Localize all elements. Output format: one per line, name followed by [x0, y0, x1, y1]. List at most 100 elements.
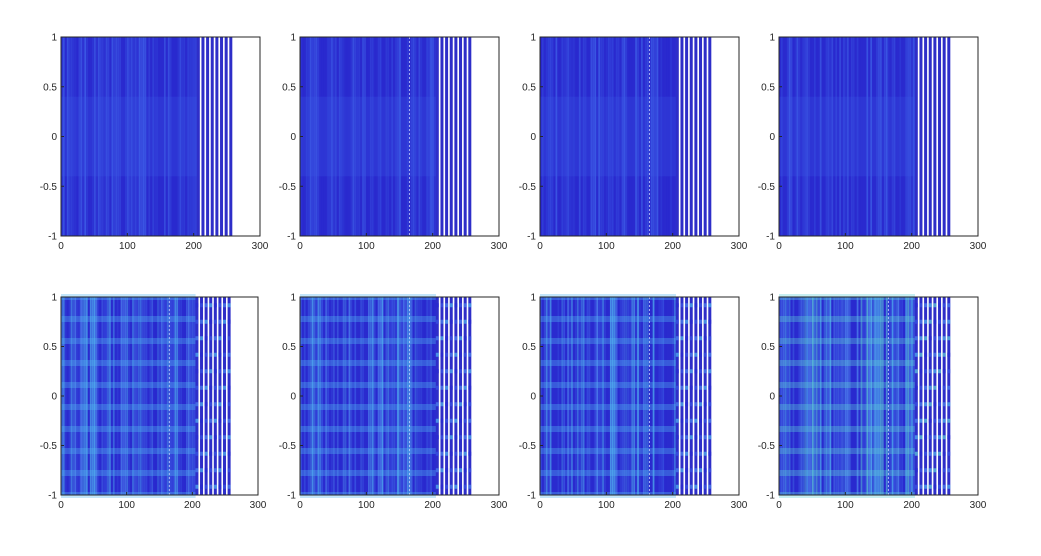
stripe-band: [204, 303, 208, 308]
heatmap-column: [619, 297, 622, 495]
stripe-band: [440, 451, 444, 456]
stripe-band: [218, 435, 222, 440]
heatmap-column: [578, 297, 581, 495]
heatmap-column: [99, 297, 102, 495]
x-tick-label: 200: [903, 500, 920, 511]
stripe-band: [914, 336, 918, 341]
stripe-band: [213, 336, 217, 341]
heatmap-column: [637, 297, 639, 495]
stripe-band: [947, 385, 951, 390]
stripe-band: [435, 336, 439, 341]
stripe-band: [223, 402, 227, 407]
heatmap-column: [64, 37, 67, 236]
heatmap-column: [913, 297, 915, 495]
heatmap-column: [327, 297, 329, 495]
stripe-band: [218, 303, 222, 308]
x-tick-label: 300: [252, 241, 269, 252]
stripe-band: [938, 402, 942, 407]
heatmap-column: [128, 37, 131, 236]
stripe-band: [689, 468, 693, 473]
heatmap-column: [654, 37, 657, 236]
stripe-band: [689, 484, 693, 489]
stripe-band: [942, 418, 946, 423]
heatmap-column: [609, 37, 612, 236]
heatmap-column: [876, 37, 878, 236]
heatmap-column: [646, 297, 649, 495]
stripe-band: [924, 352, 928, 357]
stripe-band: [463, 319, 467, 324]
stripe-band: [213, 369, 217, 374]
heatmap-column: [422, 297, 425, 495]
heatmap-column: [420, 37, 423, 236]
heatmap-column: [432, 297, 434, 495]
heatmap-column: [418, 297, 421, 495]
heatmap-column: [668, 37, 670, 236]
stripe-band: [449, 418, 453, 423]
heatmap-band: [540, 470, 676, 476]
heatmap-column: [825, 297, 828, 495]
stripe-band: [689, 418, 693, 423]
heatmap-column: [84, 297, 86, 495]
stripe-column: [914, 297, 918, 495]
stripe-band: [463, 468, 467, 473]
stripe-band: [928, 352, 932, 357]
stripe-band: [919, 336, 923, 341]
heatmap-column: [899, 297, 902, 495]
heatmap-column: [123, 37, 125, 236]
heatmap-column: [323, 37, 326, 236]
heatmap-column: [420, 297, 423, 495]
stripe-band: [938, 352, 942, 357]
heatmap-column: [885, 297, 888, 495]
heatmap-column: [784, 297, 787, 495]
heatmap-column: [883, 37, 886, 236]
x-tick-label: 100: [118, 500, 135, 511]
stripe-column: [947, 297, 951, 495]
heatmap-column: [895, 37, 898, 236]
stripe-band: [463, 451, 467, 456]
heatmap-column: [95, 297, 98, 495]
stripe-band: [924, 418, 928, 423]
heatmap-column: [874, 37, 876, 236]
heatmap-column: [804, 297, 806, 495]
stripe-band: [195, 319, 199, 324]
heatmap-column: [404, 297, 407, 495]
stripe-band: [200, 319, 204, 324]
heatmap-column: [101, 297, 104, 495]
y-tick-label: 0.5: [522, 342, 536, 353]
heatmap-column: [866, 297, 869, 495]
stripe-column: [454, 37, 458, 236]
heatmap-column: [385, 37, 388, 236]
heatmap-column: [590, 37, 593, 236]
heatmap-column: [90, 37, 92, 236]
heatmap-column: [829, 37, 832, 236]
stripe-band: [204, 352, 208, 357]
stripe-band: [703, 352, 707, 357]
heatmap-band: [779, 360, 915, 366]
heatmap-column: [391, 37, 394, 236]
stripe-band: [685, 303, 689, 308]
stripe-band: [445, 303, 449, 308]
stripe-band: [680, 385, 684, 390]
heatmap-column: [305, 297, 308, 495]
x-tick-label: 300: [491, 241, 508, 252]
stripe-band: [459, 369, 463, 374]
stripe-band: [435, 303, 439, 308]
stripe-band: [914, 352, 918, 357]
stripe-band: [195, 484, 199, 489]
heatmap-column: [798, 37, 801, 236]
heatmap-column: [406, 37, 409, 236]
stripe-band: [933, 385, 937, 390]
heatmap-column: [377, 37, 380, 236]
heatmap-column: [872, 37, 874, 236]
heatmap-column: [338, 297, 341, 495]
heatmap-column: [170, 297, 173, 495]
stripe-column: [694, 297, 698, 495]
y-tick-label: 0: [51, 132, 57, 143]
stripe-band: [200, 402, 204, 407]
heatmap-column: [850, 37, 853, 236]
heatmap-column: [607, 37, 610, 236]
stripe-column: [699, 297, 703, 495]
heatmap-column: [815, 37, 818, 236]
heatmap-column: [584, 297, 587, 495]
heatmap-column: [307, 297, 310, 495]
